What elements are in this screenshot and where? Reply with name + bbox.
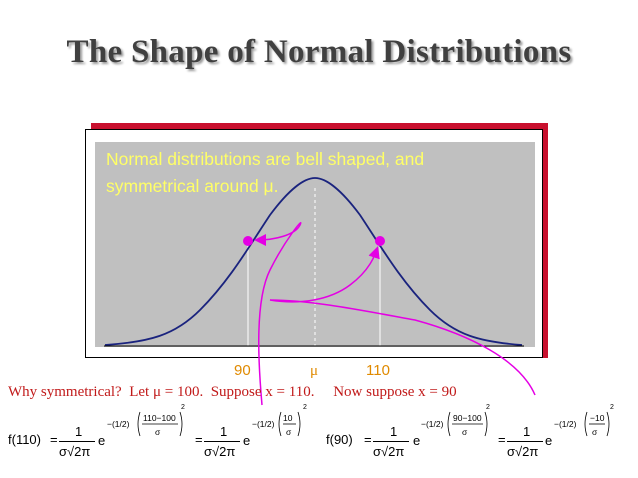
tick-90: 90 xyxy=(234,362,251,379)
e-4: e xyxy=(545,433,553,448)
slide-title: The Shape of Normal Distributions xyxy=(66,34,572,70)
caption-line-1: Normal distributions are bell shaped, an… xyxy=(106,149,425,169)
f90-label: f(90) xyxy=(326,432,353,447)
exp-num-1: 110−100 xyxy=(143,413,176,423)
numerator-2: 1 xyxy=(220,424,228,439)
tick-mu: μ xyxy=(310,363,319,379)
numerator-4: 1 xyxy=(523,424,531,439)
denominator-4: σ√2π xyxy=(507,444,539,459)
f110-label: f(110) xyxy=(8,432,41,447)
caption: Normal distributions are bell shaped, an… xyxy=(106,146,424,200)
fraction-bar-4 xyxy=(507,441,543,442)
denominator-2: σ√2π xyxy=(204,444,236,459)
e-1: e xyxy=(98,433,106,448)
exp-sq-3: 2 xyxy=(486,404,490,411)
exp-sigma-2: σ xyxy=(286,427,292,437)
exp-sigma-1: σ xyxy=(155,427,161,437)
fraction-bar-2 xyxy=(204,441,240,442)
e-2: e xyxy=(243,433,251,448)
arrow-to-90 xyxy=(254,222,302,406)
exp-num-4: −10 xyxy=(590,413,605,423)
exp-sq-1: 2 xyxy=(181,404,185,411)
exp-sigma-4: σ xyxy=(592,427,598,437)
tick-110: 110 xyxy=(366,362,390,379)
arrow-to-110 xyxy=(269,246,536,396)
fraction-bar-3 xyxy=(373,441,409,442)
exp-sq-2: 2 xyxy=(303,404,307,411)
bell-curve xyxy=(104,177,523,346)
exp-sigma-3: σ xyxy=(462,427,468,437)
why-symmetrical-text: Why symmetrical? Let μ = 100. Suppose x … xyxy=(8,384,457,400)
half-4: −(1/2) xyxy=(554,419,577,429)
e-3: e xyxy=(413,433,421,448)
exp-sq-4: 2 xyxy=(610,404,614,411)
exp-num-3: 90−100 xyxy=(453,413,482,423)
marker-110 xyxy=(375,236,385,246)
equals-2: = xyxy=(195,432,203,447)
marker-90 xyxy=(243,236,253,246)
half-2: −(1/2) xyxy=(252,419,275,429)
equals-3: = xyxy=(364,432,372,447)
denominator-3: σ√2π xyxy=(373,444,405,459)
equals-1: = xyxy=(50,432,58,447)
denominator-1: σ√2π xyxy=(59,444,91,459)
half-3: −(1/2) xyxy=(421,419,444,429)
numerator-1: 1 xyxy=(75,424,83,439)
half-1: −(1/2) xyxy=(107,419,130,429)
caption-line-2: symmetrical around μ. xyxy=(106,176,279,196)
exp-num-2: 10 xyxy=(283,413,293,423)
fraction-bar-1 xyxy=(59,441,95,442)
equals-4: = xyxy=(498,432,506,447)
numerator-3: 1 xyxy=(390,424,398,439)
